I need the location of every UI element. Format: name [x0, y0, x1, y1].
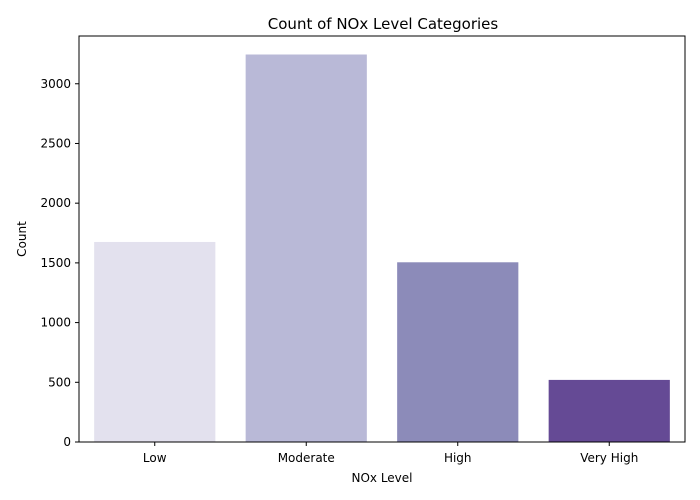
y-tick-label: 0 — [63, 435, 71, 449]
y-axis-ticks: 0 500 1000 1500 2000 2500 3000 — [40, 77, 79, 449]
y-tick-label: 500 — [48, 375, 71, 389]
y-axis-label: Count — [15, 221, 29, 257]
bar-high — [397, 262, 519, 442]
x-tick-label: Moderate — [278, 451, 335, 465]
bar-moderate — [245, 54, 367, 443]
chart-title: Count of NOx Level Categories — [268, 15, 499, 33]
x-tick-label: High — [444, 451, 472, 465]
y-tick-label: 3000 — [40, 77, 71, 91]
y-tick-label: 1000 — [40, 316, 71, 330]
bar-very-high — [548, 379, 670, 442]
x-axis-ticks: Low Moderate High Very High — [143, 442, 638, 465]
bars-group — [94, 54, 670, 443]
y-tick-label: 2000 — [40, 196, 71, 210]
y-tick-label: 1500 — [40, 256, 71, 270]
x-tick-label: Very High — [580, 451, 638, 465]
x-tick-label: Low — [143, 451, 167, 465]
plot-frame — [78, 35, 686, 443]
bar-low — [94, 241, 216, 442]
y-tick-label: 2500 — [40, 136, 71, 150]
x-axis-label: NOx Level — [351, 471, 412, 485]
